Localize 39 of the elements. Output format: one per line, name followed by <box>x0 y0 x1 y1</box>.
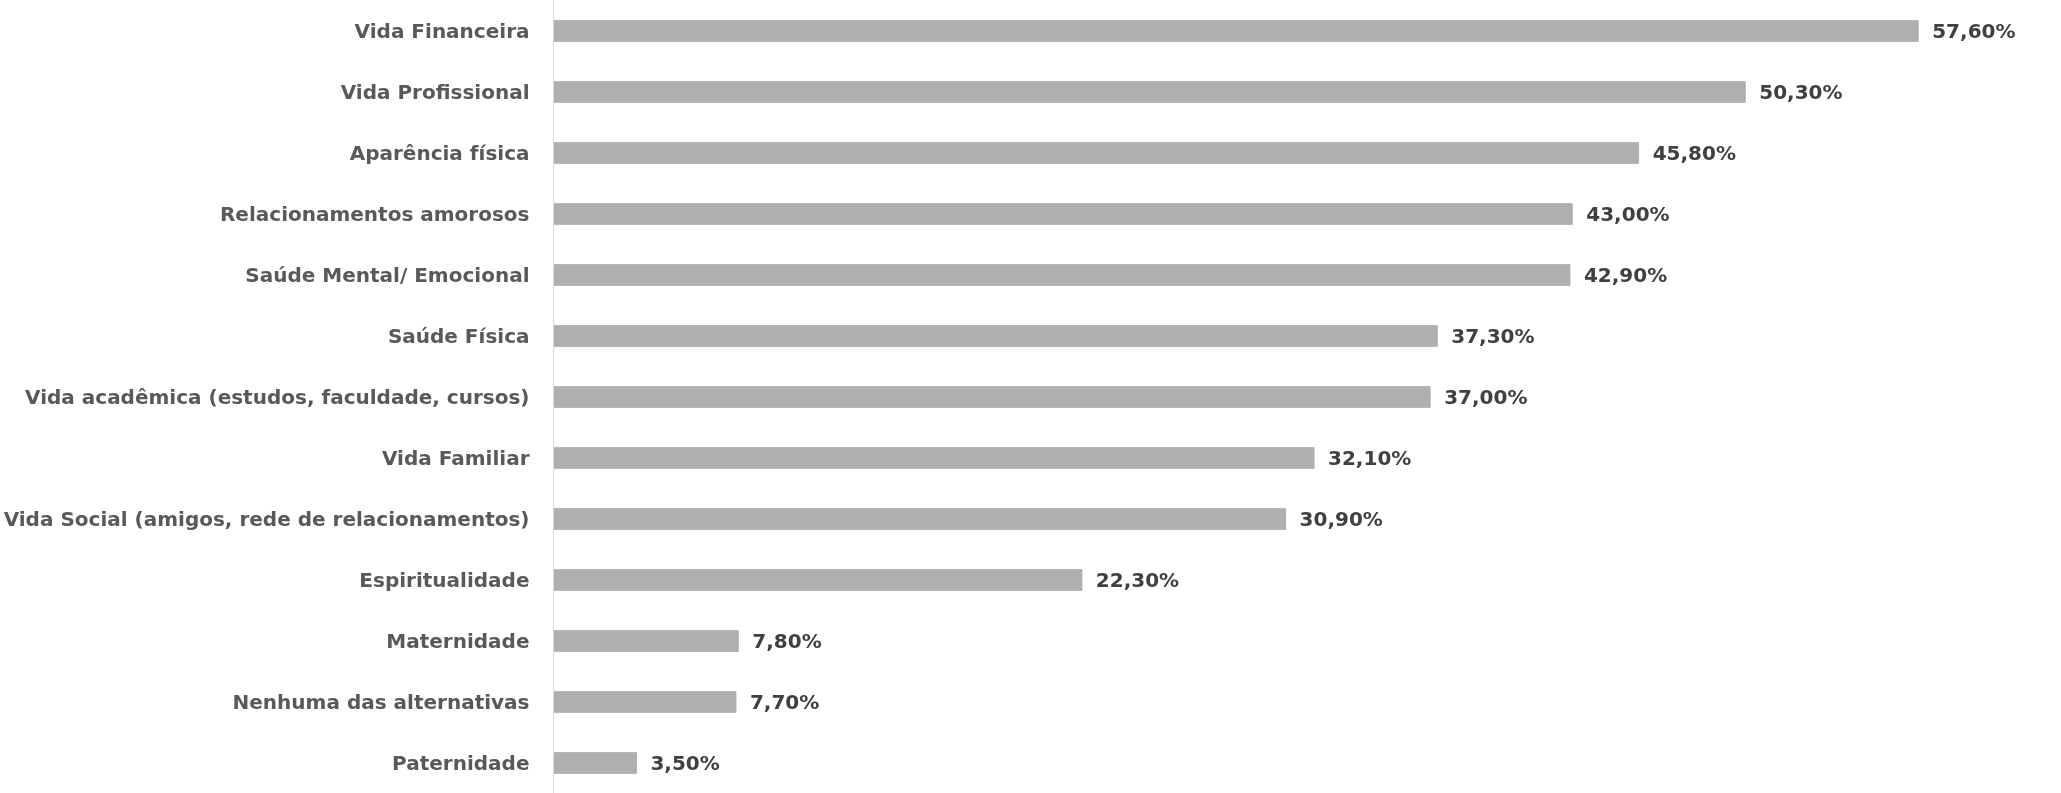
bar <box>553 691 737 713</box>
data-label: 32,10% <box>1328 446 1412 470</box>
y-tick-label: Vida Financeira <box>354 19 530 43</box>
bar <box>553 752 637 774</box>
data-label: 57,60% <box>1932 19 2016 43</box>
bar <box>553 203 1573 225</box>
y-tick-label: Maternidade <box>386 629 530 653</box>
bar <box>553 508 1287 530</box>
data-label: 22,30% <box>1095 568 1180 592</box>
bar <box>553 81 1746 103</box>
y-tick-label: Aparência física <box>349 141 530 165</box>
bar <box>553 20 1919 42</box>
data-label: 37,30% <box>1451 324 1535 348</box>
bar <box>553 569 1083 591</box>
y-tick-label: Vida Social (amigos, rede de relacionamentos) <box>3 507 530 531</box>
bar <box>553 630 739 652</box>
y-tick-label: Relacionamentos amorosos <box>219 202 530 226</box>
data-label: 7,80% <box>752 629 822 653</box>
y-tick-label: Vida Profissional <box>340 80 530 104</box>
data-label: 45,80% <box>1652 141 1736 165</box>
y-tick-label: Vida Familiar <box>381 446 530 470</box>
data-label: 50,30% <box>1759 80 1843 104</box>
data-label: 3,50% <box>650 751 720 775</box>
bar <box>553 386 1431 408</box>
bar <box>553 264 1571 286</box>
bar <box>553 447 1315 469</box>
data-label: 43,00% <box>1586 202 1670 226</box>
data-label: 42,90% <box>1583 263 1668 287</box>
data-label: 7,70% <box>749 690 820 714</box>
data-label: 30,90% <box>1299 507 1383 531</box>
y-tick-label: Saúde Física <box>387 324 530 348</box>
y-tick-label: Saúde Mental/ Emocional <box>245 263 530 287</box>
y-tick-label: Paternidade <box>392 751 530 775</box>
bar <box>553 325 1438 347</box>
y-tick-label: Espiritualidade <box>359 568 530 592</box>
bar <box>553 142 1640 164</box>
y-tick-label: Nenhuma das alternativas <box>232 690 530 714</box>
y-tick-label: Vida acadêmica (estudos, faculdade, cursos) <box>25 385 530 409</box>
data-label: 37,00% <box>1444 385 1528 409</box>
